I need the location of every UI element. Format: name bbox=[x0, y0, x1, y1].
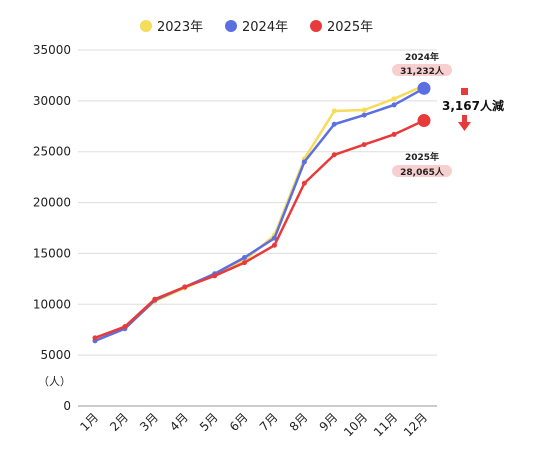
data-point bbox=[331, 108, 337, 114]
y-tick-label: 30000 bbox=[33, 94, 71, 108]
y-tick-label: 0 bbox=[63, 399, 71, 413]
y-tick-label: 10000 bbox=[33, 297, 71, 311]
x-tick-label: 11月 bbox=[371, 410, 400, 439]
callout-2025-badge bbox=[392, 165, 452, 177]
x-tick-label: 1月 bbox=[77, 410, 101, 434]
data-point bbox=[331, 152, 337, 158]
data-point bbox=[212, 273, 218, 279]
legend-marker-2025 bbox=[310, 20, 322, 32]
y-axis-unit-label: （人） bbox=[38, 375, 71, 388]
callout-2025-year: 2025年 bbox=[405, 151, 439, 163]
difference-down-arrow-icon bbox=[458, 122, 471, 131]
data-point bbox=[331, 121, 337, 127]
y-tick-label: 25000 bbox=[33, 145, 71, 159]
data-point bbox=[152, 296, 158, 302]
difference-label: 3,167人減 bbox=[442, 98, 504, 113]
callout-2024-year: 2024年 bbox=[405, 51, 439, 63]
series-line-0 bbox=[94, 84, 425, 342]
data-point bbox=[391, 96, 397, 102]
legend: 2023年 2024年 2025年 bbox=[140, 20, 373, 35]
data-point bbox=[391, 131, 397, 137]
data-point bbox=[361, 107, 367, 113]
difference-square-icon bbox=[461, 88, 468, 95]
data-point bbox=[122, 324, 128, 330]
data-point bbox=[391, 102, 397, 108]
series-endpoint-2 bbox=[417, 114, 431, 128]
callout-2024-value: 31,232人 bbox=[400, 65, 445, 77]
data-point bbox=[92, 335, 98, 341]
data-point bbox=[361, 142, 367, 148]
x-tick-label: 10月 bbox=[341, 410, 370, 439]
callout-2025-value: 28,065人 bbox=[400, 166, 445, 178]
data-point bbox=[301, 180, 307, 186]
callout-2024-badge bbox=[392, 64, 452, 76]
data-point bbox=[271, 235, 277, 241]
y-axis: 0 5000 10000 15000 20000 25000 30000 35000 bbox=[33, 43, 71, 413]
series-line-2 bbox=[94, 119, 425, 340]
difference-arrow-shaft bbox=[462, 115, 467, 122]
legend-marker-2024 bbox=[225, 20, 237, 32]
x-tick-label: 4月 bbox=[167, 410, 191, 434]
data-point bbox=[182, 284, 188, 290]
x-tick-label: 2月 bbox=[107, 410, 131, 434]
series-line-1 bbox=[94, 87, 425, 343]
x-tick-label: 7月 bbox=[257, 410, 281, 434]
x-tick-label: 5月 bbox=[197, 410, 221, 434]
x-tick-label: 12月 bbox=[401, 410, 430, 439]
legend-label-2023: 2023年 bbox=[157, 20, 203, 35]
data-point bbox=[301, 159, 307, 165]
y-tick-label: 20000 bbox=[33, 196, 71, 210]
grid bbox=[78, 49, 437, 407]
callout-2024: 2024年 31,232人 bbox=[392, 51, 452, 77]
y-tick-label: 5000 bbox=[40, 348, 71, 362]
data-point bbox=[271, 242, 277, 248]
y-tick-label: 35000 bbox=[33, 43, 71, 57]
data-point bbox=[242, 254, 248, 260]
legend-marker-2023 bbox=[140, 20, 152, 32]
series-endpoint-1 bbox=[417, 81, 431, 95]
x-tick-label: 3月 bbox=[137, 410, 161, 434]
callout-2025: 2025年 28,065人 bbox=[392, 151, 452, 178]
x-axis: 1月 2月 3月 4月 5月 6月 7月 8月 9月 10月 11月 12月 bbox=[77, 410, 430, 439]
legend-label-2024: 2024年 bbox=[242, 20, 288, 35]
legend-label-2025: 2025年 bbox=[327, 20, 373, 35]
x-tick-label: 8月 bbox=[287, 410, 311, 434]
data-point bbox=[361, 112, 367, 118]
y-tick-label: 15000 bbox=[33, 246, 71, 260]
x-tick-label: 9月 bbox=[317, 410, 341, 434]
data-point bbox=[242, 260, 248, 266]
difference-indicator: 3,167人減 bbox=[442, 88, 504, 131]
series-layer bbox=[92, 81, 431, 344]
x-tick-label: 6月 bbox=[227, 410, 251, 434]
